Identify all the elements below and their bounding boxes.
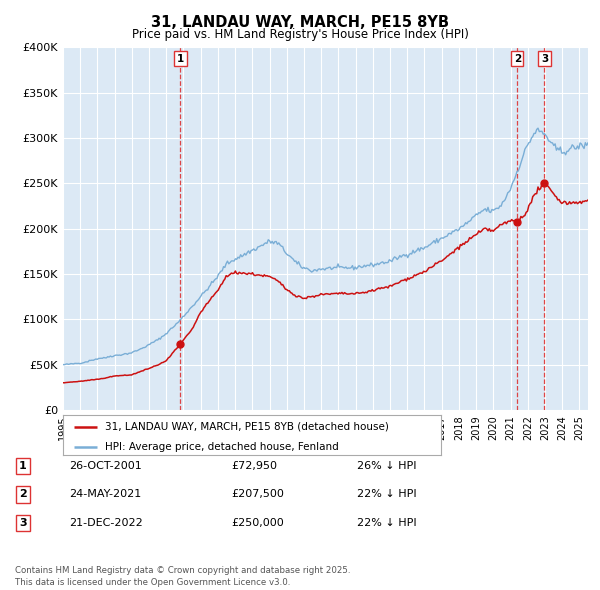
Text: 31, LANDAU WAY, MARCH, PE15 8YB: 31, LANDAU WAY, MARCH, PE15 8YB <box>151 15 449 30</box>
Text: 2: 2 <box>19 490 26 499</box>
Text: 22% ↓ HPI: 22% ↓ HPI <box>357 490 416 499</box>
Text: 1: 1 <box>177 54 184 64</box>
Text: 2: 2 <box>514 54 521 64</box>
Text: 24-MAY-2021: 24-MAY-2021 <box>69 490 141 499</box>
Text: Price paid vs. HM Land Registry's House Price Index (HPI): Price paid vs. HM Land Registry's House … <box>131 28 469 41</box>
Text: 3: 3 <box>19 518 26 527</box>
Text: 31, LANDAU WAY, MARCH, PE15 8YB (detached house): 31, LANDAU WAY, MARCH, PE15 8YB (detache… <box>104 422 388 432</box>
Text: Contains HM Land Registry data © Crown copyright and database right 2025.
This d: Contains HM Land Registry data © Crown c… <box>15 566 350 587</box>
Text: 22% ↓ HPI: 22% ↓ HPI <box>357 518 416 527</box>
Text: 21-DEC-2022: 21-DEC-2022 <box>69 518 143 527</box>
Text: 1: 1 <box>19 461 26 471</box>
Text: £207,500: £207,500 <box>231 490 284 499</box>
Text: £250,000: £250,000 <box>231 518 284 527</box>
Text: HPI: Average price, detached house, Fenland: HPI: Average price, detached house, Fenl… <box>104 442 338 452</box>
Text: 3: 3 <box>541 54 548 64</box>
Text: £72,950: £72,950 <box>231 461 277 471</box>
Text: 26-OCT-2001: 26-OCT-2001 <box>69 461 142 471</box>
Text: 26% ↓ HPI: 26% ↓ HPI <box>357 461 416 471</box>
